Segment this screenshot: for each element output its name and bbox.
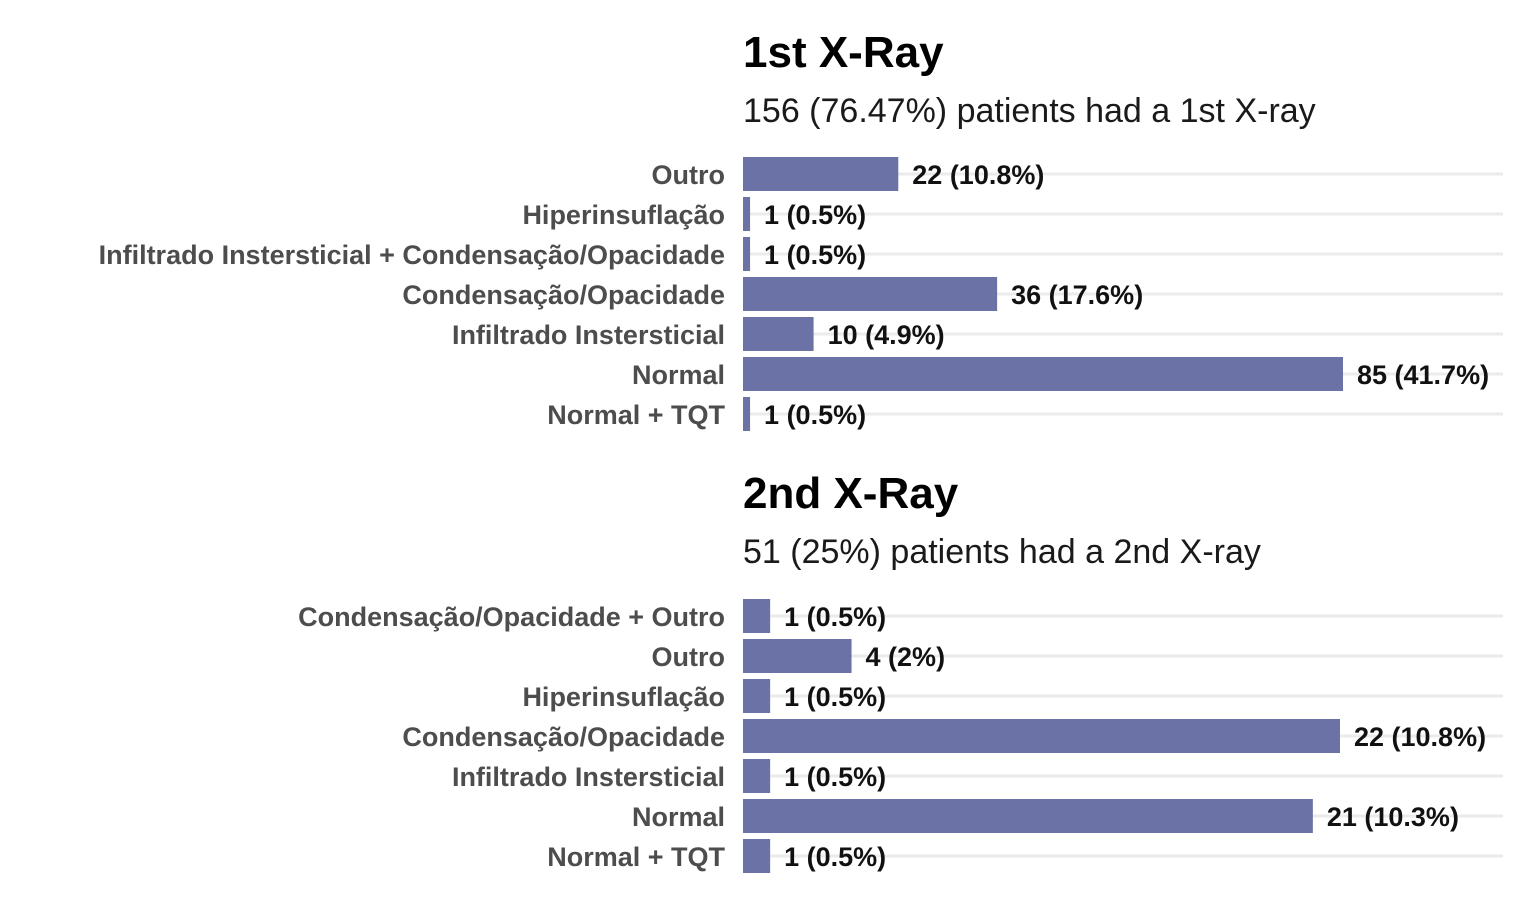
category-label: Normal [632, 360, 725, 390]
data-label: 1 (0.5%) [784, 682, 886, 712]
category-label: Condensação/Opacidade [402, 722, 725, 752]
category-label: Outro [652, 642, 726, 672]
bar [743, 599, 771, 633]
panel-1st-xray: 1st X-Ray 156 (76.47%) patients had a 1s… [99, 28, 1503, 431]
bar [743, 679, 771, 713]
category-label: Normal [632, 802, 725, 832]
bar [743, 277, 998, 311]
data-label: 1 (0.5%) [764, 240, 866, 270]
panel-subtitle: 156 (76.47%) patients had a 1st X-ray [743, 92, 1316, 130]
category-label: Normal + TQT [547, 400, 725, 430]
data-label: 1 (0.5%) [764, 200, 866, 230]
panel-title: 1st X-Ray [743, 28, 944, 77]
bar [743, 397, 751, 431]
data-label: 4 (2%) [866, 642, 946, 672]
data-label: 21 (10.3%) [1327, 802, 1459, 832]
category-label: Hiperinsuflação [522, 682, 725, 712]
bar [743, 639, 852, 673]
panel-2nd-xray: 2nd X-Ray 51 (25%) patients had a 2nd X-… [298, 469, 1503, 873]
data-label: 22 (10.8%) [1354, 722, 1486, 752]
data-label: 1 (0.5%) [784, 602, 886, 632]
category-label: Condensação/Opacidade [402, 280, 725, 310]
bar [743, 317, 814, 351]
panel-title: 2nd X-Ray [743, 469, 959, 518]
bar [743, 157, 899, 191]
bar-group: Outro 22 (10.8%) Hiperinsuflação 1 (0.5%) In… [99, 157, 1503, 431]
bar [743, 759, 771, 793]
data-label: 1 (0.5%) [784, 762, 886, 792]
category-label: Infiltrado Instersticial [452, 320, 725, 350]
bar [743, 197, 751, 231]
category-label: Normal + TQT [547, 842, 725, 872]
data-label: 85 (41.7%) [1357, 360, 1489, 390]
category-label: Outro [652, 160, 726, 190]
data-label: 22 (10.8%) [912, 160, 1044, 190]
panel-subtitle: 51 (25%) patients had a 2nd X-ray [743, 533, 1261, 571]
category-label: Infiltrado Instersticial + Condensação/O… [99, 240, 725, 270]
data-label: 1 (0.5%) [784, 842, 886, 872]
data-label: 36 (17.6%) [1011, 280, 1143, 310]
bar [743, 237, 751, 271]
bar [743, 357, 1343, 391]
bar [743, 719, 1340, 753]
bar [743, 839, 771, 873]
category-label: Infiltrado Instersticial [452, 762, 725, 792]
bar-group: Condensação/Opacidade + Outro 1 (0.5%) Out… [298, 599, 1503, 873]
data-label: 1 (0.5%) [764, 400, 866, 430]
data-label: 10 (4.9%) [828, 320, 945, 350]
category-label: Condensação/Opacidade + Outro [298, 602, 725, 632]
category-label: Hiperinsuflação [522, 200, 725, 230]
bar [743, 799, 1313, 833]
